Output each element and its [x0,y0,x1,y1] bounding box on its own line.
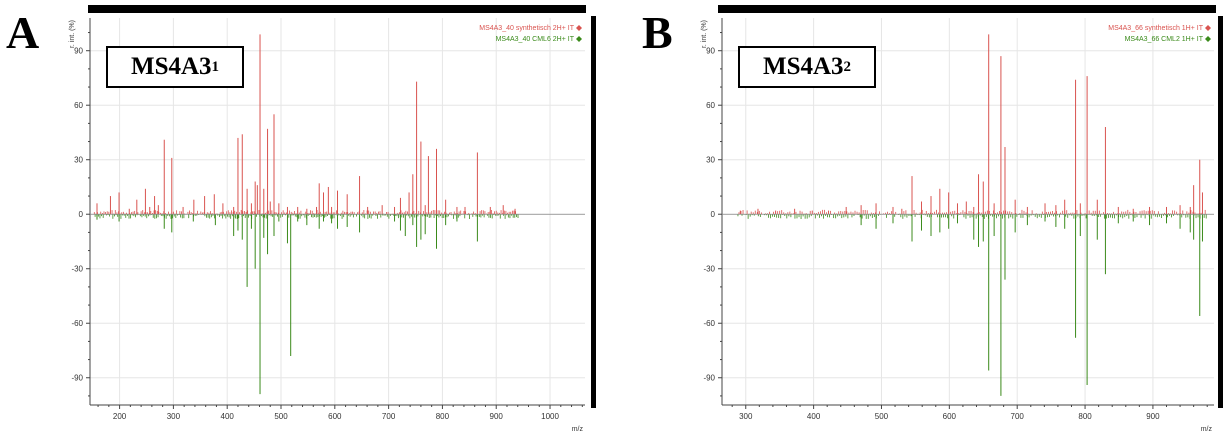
panel-a-x-tick-label: 1000 [541,412,559,421]
panel-a-legend-entry-1: MS4A3_40 synthetisch 2H+ IT [479,25,574,32]
panel-b-y-tick-label: 90 [706,47,715,56]
panel-b-x-tick-label: 900 [1146,412,1160,421]
panel-a-side-bar [591,16,596,408]
panel-a-y-tick-label: -30 [71,265,83,274]
panel-b-y-tick-label: -30 [703,265,715,274]
panel-a-label: MS4A3 [130,53,212,80]
panel-a: 200 300 400 500 600 700 800 900 1000 90 60 30 0 -30 -6… [6,5,596,433]
panel-a-chart: 200 300 400 500 600 700 800 900 10009060300-30-6… [69,18,585,433]
panel-a-y-axis-title: r. int. (%) [69,20,76,48]
panel-a-x-tick-label: 300 [167,412,181,421]
panel-a-y-tick-label: 0 [79,210,84,219]
panel-a-y-tick-label: 90 [74,47,83,56]
panel-a-y-tick-label: 30 [74,156,83,165]
panel-b-y-tick-label: 30 [706,156,715,165]
panel-b-y-axis-title: r. int. (%) [701,20,708,48]
panel-a-x-tick-label: 600 [328,412,342,421]
panel-b-chart: 300 400 500 600 700 800 9009060300-30-60-90r. … [701,18,1214,433]
panel-b-legend-entry-2: MS4A3_66 CML2 1H+ IT [1125,36,1204,43]
panel-b: 300 400 500 600 700 800 900 90 60 30 0 -30 -60 -90 r. … [612,0,1223,436]
panel-b-top-bar [718,5,1216,13]
panel-a-y-tick-label: -60 [71,319,83,328]
panel-b-side-bar [1218,16,1223,408]
panel-b-x-axis-title: m/z [1201,426,1213,433]
panel-b-letter: B [642,7,673,58]
panel-b-y-tick-label: 0 [711,210,716,219]
panel-b-x-tick-label: 800 [1078,412,1092,421]
panel-a-top-bar [88,5,586,13]
panel-b-legend-marker-1 [1205,25,1211,31]
panel-a-x-tick-label: 700 [382,412,396,421]
panel-a-x-tick-label: 800 [436,412,450,421]
panel-a-legend-entry-2: MS4A3_40 CML6 2H+ IT [496,36,575,43]
panel-b-x-tick-label: 400 [807,412,821,421]
panel-b-x-tick-label: 300 [739,412,753,421]
panel-b-x-tick-label: 700 [1011,412,1025,421]
panel-b-y-tick-label: -90 [703,374,715,383]
panel-a-x-axis-title: m/z [572,426,584,433]
panel-b-y-tick-label: -60 [703,319,715,328]
panel-b-legend-entry-1: MS4A3_66 synthetisch 1H+ IT [1108,25,1203,32]
panel-b-legend-marker-2 [1205,36,1211,42]
panel-a-label-box: MS4A3 1 [106,46,244,88]
panel-a-y-tick-label: 60 [74,101,83,110]
panel-b-label-subscript: 2 [843,58,852,75]
panel-a-x-tick-label: 900 [490,412,504,421]
panel-b-x-tick-label: 600 [943,412,957,421]
panel-a-y-tick-label: -90 [71,374,83,383]
panel-a-x-tick-label: 500 [274,412,288,421]
panel-b-y-tick-label: 60 [706,101,715,110]
panel-b-label-box: MS4A3 2 [738,46,876,88]
panel-a-x-tick-label: 400 [221,412,235,421]
panel-a-label-subscript: 1 [211,58,220,75]
panel-a-legend-marker-2 [576,36,582,42]
panel-a-x-tick-label: 200 [113,412,127,421]
panel-a-legend-marker-1 [576,25,582,31]
panel-a-letter: A [6,7,40,58]
panel-b-label: MS4A3 [762,53,844,80]
panel-b-x-tick-label: 500 [875,412,889,421]
